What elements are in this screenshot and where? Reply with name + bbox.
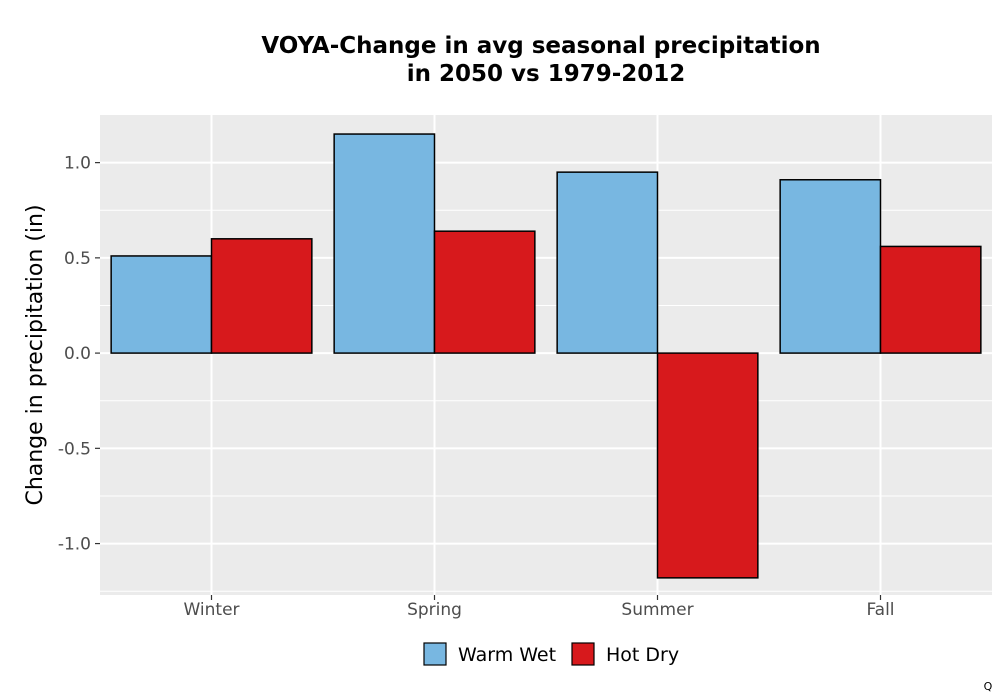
bar-warm-wet-spring xyxy=(333,133,436,354)
chart-title-line-2: in 2050 vs 1979-2012 xyxy=(407,61,686,87)
y-axis-ticks: -1.0 -0.5 0.0 0.5 1.0 xyxy=(58,154,100,555)
y-tick-label: -0.5 xyxy=(58,439,91,459)
y-tick-label: -1.0 xyxy=(58,535,91,555)
x-tick-label: Spring xyxy=(407,600,462,620)
legend-key-hot-dry xyxy=(571,642,595,666)
bar-hot-dry-spring xyxy=(433,230,536,354)
y-tick-label: 0.5 xyxy=(64,249,91,269)
x-tick-label: Fall xyxy=(866,600,894,620)
bar-hot-dry-summer xyxy=(656,352,759,579)
legend-label: Warm Wet xyxy=(458,644,556,666)
bar-hot-dry-winter xyxy=(210,238,313,354)
x-tick-label: Summer xyxy=(621,600,693,620)
bar-warm-wet-fall xyxy=(779,179,882,354)
legend: Warm Wet Hot Dry xyxy=(423,642,679,666)
legend-label: Hot Dry xyxy=(606,644,679,666)
bars xyxy=(110,133,982,579)
x-axis-ticks: Winter Spring Summer Fall xyxy=(183,595,895,620)
y-tick-label: 0.0 xyxy=(64,344,91,364)
bar-warm-wet-winter xyxy=(110,255,213,354)
bar-hot-dry-fall xyxy=(879,245,982,354)
y-tick-label: 1.0 xyxy=(64,154,91,174)
legend-key-warm-wet xyxy=(423,642,447,666)
chart-title-line-1: VOYA-Change in avg seasonal precipitatio… xyxy=(261,33,820,59)
footnote: Q xyxy=(984,680,993,693)
x-tick-label: Winter xyxy=(183,600,239,620)
bar-warm-wet-summer xyxy=(556,171,659,354)
y-axis-title: Change in precipitation (in) xyxy=(23,204,48,505)
